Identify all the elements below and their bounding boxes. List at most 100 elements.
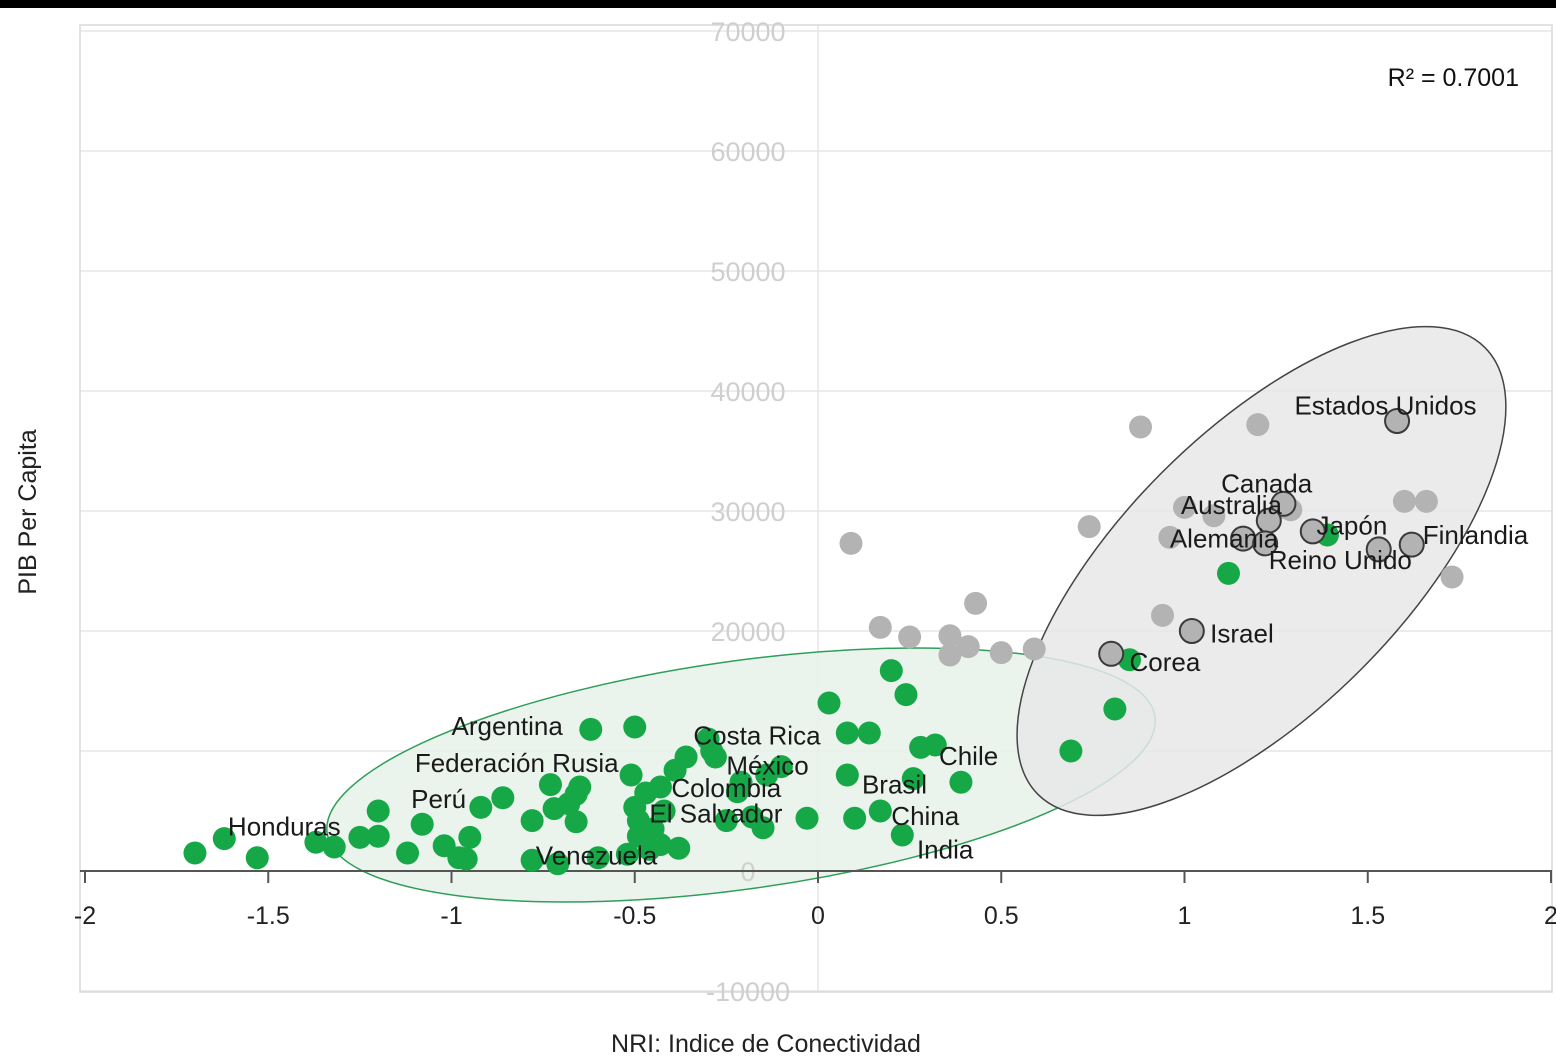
country-point [714, 809, 738, 833]
x-tick-labels: -2 -1.5 -1 -0.5 0 0.5 1 1.5 2 [74, 902, 1556, 930]
country-point [245, 846, 269, 870]
country-point [868, 799, 892, 823]
country-label: India [917, 834, 974, 864]
country-point [894, 683, 918, 707]
country-point [667, 836, 691, 860]
country-point [366, 799, 390, 823]
country-point [835, 763, 859, 787]
country-point [1246, 413, 1270, 437]
country-point [1059, 739, 1083, 763]
country-point [520, 848, 544, 872]
country-label: Corea [1130, 647, 1201, 677]
y-axis-title: PIB Per Capita [14, 429, 42, 594]
country-point [579, 717, 603, 741]
y-tick-label: -10000 [706, 977, 790, 1007]
country-label: Japón [1316, 510, 1387, 540]
country-point [538, 773, 562, 797]
country-point [1022, 637, 1046, 661]
country-label: Costa Rica [693, 720, 821, 750]
x-tick-label: 1 [1178, 902, 1192, 930]
x-tick-label: -2 [74, 902, 96, 930]
cluster-ellipse [1016, 325, 1507, 817]
country-label: Federación Rusia [415, 748, 619, 778]
country-point [843, 806, 867, 830]
country-point [923, 733, 947, 757]
country-label: Canada [1221, 468, 1313, 498]
country-label: Brasil [862, 770, 927, 800]
country-point [304, 830, 328, 854]
country-point [1151, 603, 1175, 627]
r-squared-annotation: R² = 0.7001 [1388, 64, 1519, 92]
country-point [1173, 495, 1196, 519]
y-tick-label: 60000 [710, 137, 785, 167]
country-label: Argentina [452, 711, 564, 741]
country-label: Australia [1181, 490, 1283, 520]
country-point [568, 775, 592, 799]
y-tick-label: 40000 [710, 377, 785, 407]
country-point [458, 825, 482, 849]
x-tick-label: 0.5 [984, 902, 1019, 930]
country-point [898, 625, 922, 649]
country-point [868, 615, 892, 639]
country-point [1103, 697, 1127, 721]
country-point [751, 816, 775, 840]
highlighted-country-point [1365, 536, 1392, 563]
y-tick-label: 50000 [710, 257, 785, 287]
country-label: El Salvador [649, 798, 782, 828]
country-point [1158, 525, 1182, 549]
country-point [366, 824, 390, 848]
country-point [520, 809, 544, 833]
country-label: China [891, 801, 959, 831]
country-point [648, 775, 672, 799]
country-label: Honduras [228, 812, 341, 842]
highlighted-country-point [1098, 640, 1125, 667]
country-point [817, 691, 841, 715]
country-point [1440, 565, 1464, 589]
country-point [1202, 504, 1226, 528]
country-label: Finlandia [1423, 520, 1529, 550]
highlighted-country-point [1299, 518, 1326, 545]
country-label: México [726, 750, 808, 780]
x-tick-label: -0.5 [613, 902, 656, 930]
country-point [703, 745, 727, 769]
country-point [491, 786, 515, 810]
country-point [890, 823, 914, 847]
country-point [546, 852, 570, 876]
y-tick-label: 30000 [710, 497, 785, 527]
country-point [623, 715, 647, 739]
country-label: Estados Unidos [1294, 390, 1476, 420]
country-point [879, 659, 903, 683]
y-tick-label: 70000 [710, 17, 785, 47]
country-point [938, 624, 962, 648]
axes [80, 870, 1552, 883]
country-point [769, 755, 793, 779]
country-point [615, 842, 639, 866]
country-point [835, 721, 859, 745]
country-point [1414, 489, 1438, 513]
highlighted-country-point [1270, 490, 1297, 517]
x-axis-title: NRI: Indice de Conectividad [611, 1030, 921, 1057]
country-point [586, 846, 610, 870]
x-tick-label: 2 [1544, 902, 1556, 930]
country-point [348, 825, 372, 849]
country-label: Venezuela [536, 840, 658, 870]
y-tick-labels: -100000200003000040000500006000070000 [706, 17, 790, 1007]
x-tick-label: -1.5 [247, 902, 290, 930]
country-point [956, 635, 980, 659]
country-point [729, 770, 753, 794]
country-label: Alemania [1170, 524, 1279, 554]
country-label: Chile [939, 741, 998, 771]
country-point [564, 810, 588, 834]
country-point [183, 841, 207, 865]
country-point [938, 643, 962, 667]
y-tick-label: 20000 [710, 617, 785, 647]
country-point [648, 833, 672, 857]
x-tick-label: 1.5 [1350, 902, 1385, 930]
country-point [901, 767, 925, 791]
highlighted-country-point [1384, 408, 1411, 434]
country-point [989, 641, 1013, 665]
country-point [410, 812, 434, 836]
country-point [1077, 515, 1101, 539]
